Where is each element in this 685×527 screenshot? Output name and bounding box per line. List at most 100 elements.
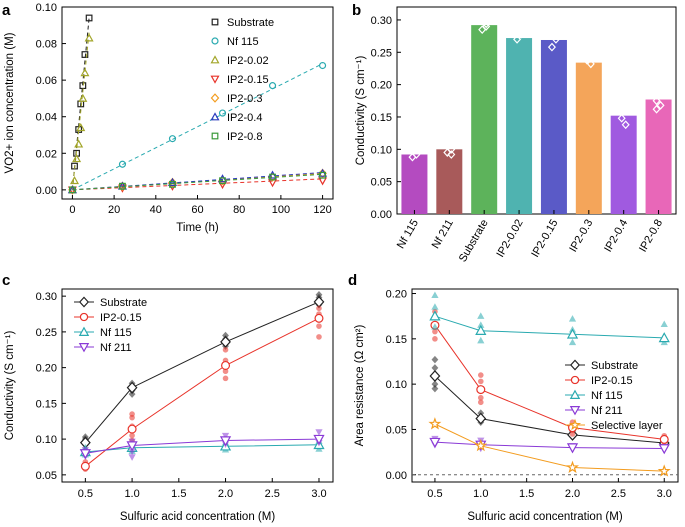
panel-c-sample-point — [128, 390, 136, 398]
panel-c-series-line — [85, 438, 320, 454]
panel-b-bar — [610, 115, 637, 214]
panel-d-legend-marker — [570, 375, 580, 385]
panel-b-ytick-label: 0.20 — [371, 80, 392, 92]
panel-c-mean-point — [80, 461, 90, 471]
panel-b-sample-point — [547, 42, 556, 52]
panel-c-mean-point — [221, 360, 231, 370]
panel-d-mean-point — [429, 437, 441, 448]
panel-b-sample-point — [513, 34, 522, 44]
panel-c-ytick-label: 0.20 — [36, 363, 57, 375]
panel-d-mean-point — [658, 332, 670, 343]
panel-b-sample-point — [517, 29, 526, 39]
panel-a-legend-marker — [211, 37, 219, 45]
panel-c-xtick-label: 3.0 — [311, 488, 326, 500]
panel-c-legend-label: IP2-0.15 — [100, 312, 142, 324]
panel-d-xtick-label: 0.5 — [427, 488, 442, 500]
panel-a-data-point — [80, 68, 90, 77]
panel-d-series: Nf 115 — [429, 291, 670, 402]
panel-d-legend-label: Nf 115 — [591, 390, 623, 402]
panel-a-legend-label: IP2-0.02 — [227, 55, 269, 67]
panel-d-xtick-label: 3.0 — [657, 488, 672, 500]
panel-d-legend-marker — [568, 418, 582, 431]
panel-d-mean-point — [566, 460, 579, 474]
panel-c-legend-label: Substrate — [100, 297, 147, 309]
panel-b-ytick-label: 0.30 — [371, 15, 392, 27]
panel-a-data-point — [319, 171, 326, 179]
panel-c-mean-point — [314, 313, 324, 323]
panel-c: c 0.05 0.10 0.15 0.20 0.25 0.30 0.5 1.0 1.5 2.0 2.… — [2, 272, 334, 523]
panel-c-mean-point — [313, 295, 325, 308]
panel-b-sample-point — [652, 76, 661, 86]
panel-b-ytick-label: 0.00 — [371, 209, 392, 221]
panel-a-data-point — [318, 177, 328, 186]
panel-c-ylabel: Conductivity (S cm⁻¹) — [4, 331, 16, 441]
panel-a-data-point — [78, 93, 88, 102]
panel-c-sample-point — [128, 454, 136, 461]
panel-b-ytick-label: 0.25 — [371, 47, 392, 59]
panel-d-ytick-label: 0.20 — [386, 289, 407, 301]
panel-d-sample-point — [431, 355, 439, 364]
panel-b-sample-point — [617, 113, 626, 123]
panel-a-ytick-label: 0.04 — [36, 112, 57, 124]
panel-a-data-point — [269, 173, 276, 181]
panel-a-legend-marker — [210, 112, 220, 121]
panel-b-plot-frame — [396, 6, 677, 215]
panel-a-xtick-label: 60 — [191, 204, 203, 216]
panel-c-ytick-label: 0.10 — [36, 434, 57, 446]
panel-a-series: IP2-0.8 — [69, 131, 326, 194]
panel-a-plot-frame — [61, 6, 334, 200]
panel-a-data-point — [218, 109, 227, 117]
panel-a-data-point — [118, 160, 127, 168]
panel-d-xtick-label: 1.0 — [473, 488, 488, 500]
panel-b-sample-point — [478, 15, 487, 25]
panel-c-legend-marker — [79, 312, 89, 322]
panel-a-series: IP2-0.3 — [68, 93, 327, 195]
panel-d-sample-point — [431, 384, 439, 393]
panel-d-sample-point — [431, 364, 439, 372]
panel-d-sample-point — [432, 328, 438, 335]
panel-a-data-point — [119, 182, 126, 190]
panel-d-sample-point — [569, 431, 576, 437]
panel-d-series-line — [434, 324, 665, 440]
panel-a-legend-marker — [211, 132, 219, 140]
panel-c-plot-frame — [61, 288, 334, 483]
panel-c-sample-point — [222, 346, 229, 353]
panel-d-sample-point — [477, 378, 484, 385]
panel-a-data-point — [268, 82, 277, 90]
panel-b-label: b — [352, 2, 361, 19]
panel-b-sample-point — [482, 21, 491, 31]
panel-c-mean-point — [313, 434, 325, 445]
panel-d-sample-point — [432, 336, 438, 342]
panel-a-data-point — [318, 168, 328, 177]
panel-d-ytick-label: 0.00 — [386, 470, 407, 482]
panel-a-legend-label: Nf 115 — [227, 36, 259, 48]
panel-d-sample-point — [477, 372, 484, 378]
panel-c-xtick-label: 2.5 — [265, 488, 280, 500]
panel-d-mean-point — [475, 324, 487, 335]
panel-a-xtick-label: 40 — [150, 204, 162, 216]
panel-c-sample-point — [221, 432, 230, 440]
panel-d-series: Substrate — [429, 355, 670, 449]
panel-a-xtick-label: 80 — [233, 204, 245, 216]
panel-d-legend-label: Selective layer — [591, 420, 663, 432]
panel-c-sample-point — [316, 323, 322, 329]
panel-b-sample-point — [412, 150, 421, 159]
panel-d-sample-point — [431, 291, 439, 299]
panel-c-sample-point — [222, 375, 229, 382]
panel-b-sample-point — [551, 34, 560, 44]
panel-b-category-label: IP2-0.15 — [529, 218, 560, 260]
panel-d-sample-point — [477, 399, 484, 406]
panel-a-legend-marker — [211, 18, 219, 26]
panel-b-sample-point — [652, 104, 661, 114]
panel-c-series: IP2-0.15 — [74, 305, 324, 472]
panel-d-mean-point — [428, 417, 442, 430]
panel-c-series-line — [85, 444, 320, 453]
panel-c-mean-point — [219, 436, 232, 447]
panel-b-sample-point — [586, 59, 595, 69]
panel-b-sample-point — [582, 46, 591, 56]
panel-b-ylabel: Conductivity (S cm⁻¹) — [355, 56, 367, 166]
panel-d-series-line — [434, 375, 665, 444]
panel-c-sample-point — [129, 432, 135, 439]
panel-a-fit-line — [72, 173, 323, 191]
